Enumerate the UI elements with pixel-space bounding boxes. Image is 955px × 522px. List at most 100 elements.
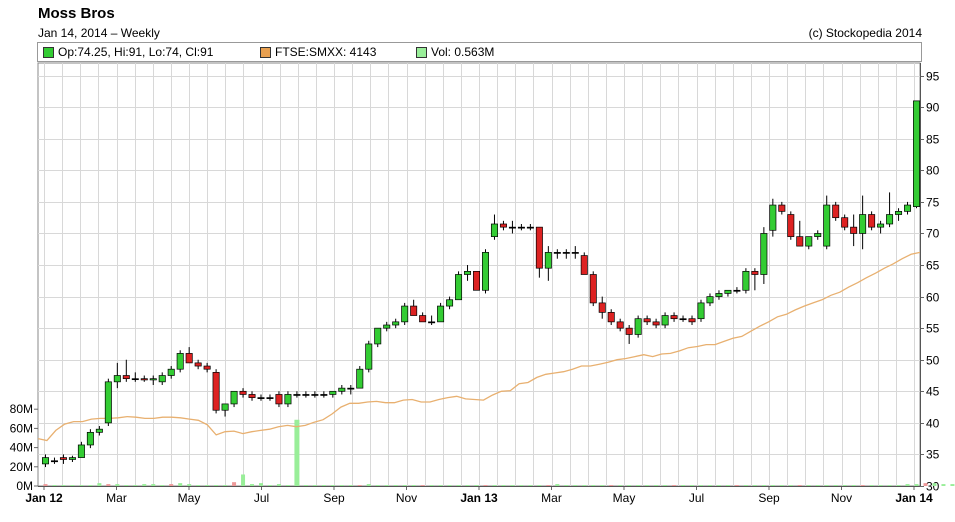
candle-body <box>266 397 274 399</box>
volume-bar <box>582 485 587 486</box>
volume-bar <box>663 485 668 486</box>
volume-bar <box>285 485 290 486</box>
volume-bar <box>474 485 479 486</box>
candle-body <box>724 289 732 294</box>
candle-body <box>688 318 696 323</box>
candle-body <box>751 270 759 275</box>
candle-body <box>473 270 481 291</box>
price-tick-label: 95 <box>926 70 940 84</box>
volume-bar <box>510 485 515 486</box>
volume-bar <box>429 485 434 486</box>
volume-bar <box>438 485 443 486</box>
volume-bar <box>205 485 210 486</box>
volume-bar <box>923 483 928 486</box>
ftse-index-line <box>37 251 921 442</box>
candle-body <box>877 223 885 228</box>
candle-body <box>481 252 489 291</box>
candle-body <box>302 394 310 396</box>
candle-body <box>787 214 795 237</box>
price-tick-label: 40 <box>926 417 940 431</box>
volume-bar <box>833 485 838 486</box>
volume-bar <box>151 484 156 486</box>
candle-body <box>535 226 543 269</box>
volume-bar <box>851 485 856 486</box>
volume-bar <box>241 474 246 486</box>
legend-label-ftse: FTSE:SMXX: 4143 <box>275 45 377 59</box>
candle-body <box>832 204 840 219</box>
chart-title: Moss Bros <box>38 5 115 22</box>
candle-body <box>59 457 67 460</box>
volume-bar <box>564 485 569 486</box>
candle-body <box>742 270 750 291</box>
time-tick-label: Jul <box>689 491 704 505</box>
time-tick-label: Jul <box>254 491 269 505</box>
candle-body <box>607 312 615 323</box>
volume-bar <box>61 485 66 486</box>
volume-bar <box>555 484 560 486</box>
price-tick-label: 90 <box>926 101 940 115</box>
volume-bar <box>303 485 308 486</box>
candle-body <box>356 368 364 389</box>
volume-bar <box>250 484 255 486</box>
price-tick-label: 55 <box>926 322 940 336</box>
candle-body <box>230 390 238 405</box>
volume-bar <box>681 485 686 486</box>
candle-body <box>760 233 768 275</box>
volume-bar <box>465 485 470 486</box>
candle-body <box>374 327 382 345</box>
candle-body <box>706 296 714 304</box>
time-tick-label: Sep <box>323 491 345 505</box>
volume-bar <box>312 485 317 486</box>
candle-body <box>50 460 58 463</box>
candle-body <box>383 324 391 329</box>
volume-bar <box>375 485 380 486</box>
legend-item-ohlc: Op:74.25, Hi:91, Lo:74, Cl:91 <box>43 45 213 59</box>
candle-body <box>616 321 624 329</box>
price-tick-label: 65 <box>926 259 940 273</box>
volume-tick-label: 80M <box>10 402 33 416</box>
candle-body <box>805 236 813 247</box>
candle-body <box>562 252 570 254</box>
copyright-text: (c) Stockopedia 2014 <box>808 26 922 40</box>
volume-bar <box>734 485 739 486</box>
price-tick-label: 45 <box>926 385 940 399</box>
volume-bar <box>815 485 820 486</box>
volume-bar <box>196 485 201 486</box>
volume-bar <box>70 485 75 486</box>
volume-bar <box>788 485 793 486</box>
volume-bar <box>223 485 228 486</box>
time-tick-label: Jan 13 <box>460 491 498 505</box>
volume-bar <box>330 485 335 486</box>
candle-body <box>670 315 678 320</box>
candle-body <box>86 431 94 446</box>
volume-bar <box>672 485 677 486</box>
time-tick-label: Nov <box>831 491 852 505</box>
candle-body <box>347 387 355 390</box>
candle-body <box>41 457 49 465</box>
volume-bar <box>357 485 362 486</box>
candle-body <box>293 394 301 396</box>
legend-item-ftse: FTSE:SMXX: 4143 <box>260 45 376 59</box>
candle-body <box>365 343 373 370</box>
volume-bar <box>690 485 695 486</box>
candle-body <box>544 252 552 269</box>
candle-body <box>868 214 876 228</box>
candle-body <box>895 211 903 215</box>
volume-bar <box>519 485 524 486</box>
price-tick-label: 50 <box>926 354 940 368</box>
candle-body <box>715 293 723 297</box>
candle-body <box>517 226 525 229</box>
volume-bar <box>483 485 488 486</box>
volume-bar <box>869 485 874 486</box>
time-tick-label: Sep <box>758 491 780 505</box>
volume-bar <box>932 483 937 486</box>
volume-bar <box>716 485 721 486</box>
candle-body <box>275 394 283 405</box>
candle-body <box>697 302 705 320</box>
price-tick-label: 80 <box>926 164 940 178</box>
candle-body <box>643 318 651 323</box>
volume-bar <box>878 485 883 486</box>
volume-bar <box>806 485 811 486</box>
volume-bar <box>88 485 93 486</box>
